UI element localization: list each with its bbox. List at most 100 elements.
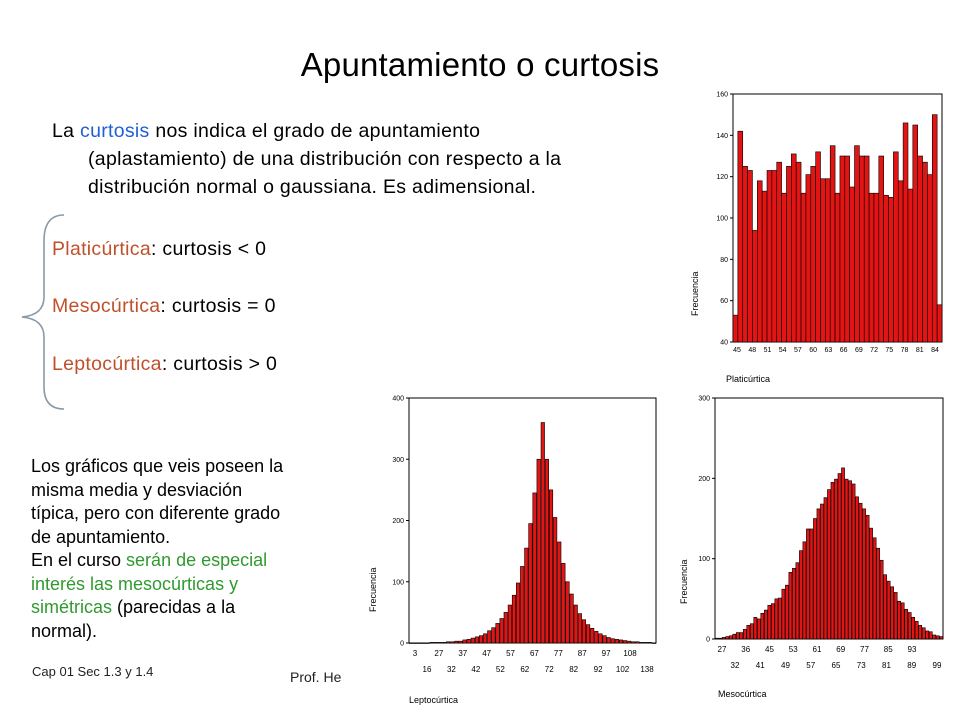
x-tick-label: 3 <box>413 649 418 658</box>
histogram-bar <box>714 637 719 640</box>
x-axis-label: Platicúrtica <box>726 374 770 384</box>
histogram-bar <box>516 582 521 644</box>
histogram-bar <box>886 580 891 640</box>
note-text: Los gráficos que veis poseen la misma me… <box>31 455 351 643</box>
note-line: En el curso serán de especial <box>31 549 351 573</box>
histogram-bar <box>454 640 459 644</box>
histogram-bar <box>863 155 870 343</box>
histogram-bar <box>776 161 782 343</box>
histogram-bar <box>781 192 787 343</box>
type-name: Mesocúrtica <box>52 295 161 317</box>
histogram-bar <box>503 612 508 644</box>
histogram-bar <box>474 636 479 644</box>
x-tick-label: 85 <box>884 645 893 654</box>
histogram-bar <box>524 547 529 644</box>
plot-frame <box>408 397 657 644</box>
x-tick-label: 99 <box>933 661 942 670</box>
histogram-bar <box>792 568 796 640</box>
histogram-bar <box>732 314 739 343</box>
histogram-bar <box>795 562 800 640</box>
type-name: Platicúrtica <box>52 238 151 260</box>
histogram-bar <box>830 482 835 640</box>
histogram-bar <box>802 541 807 640</box>
histogram-bar <box>764 609 768 640</box>
histogram-bar <box>598 633 603 644</box>
histogram-bar <box>805 174 812 343</box>
y-tick-label: 300 <box>392 457 404 464</box>
histogram-bar <box>932 634 937 640</box>
x-tick-label: 73 <box>857 661 866 670</box>
histogram-bar <box>602 635 607 644</box>
note-line: Los gráficos que veis poseen la <box>31 456 284 476</box>
x-tick-label: 84 <box>931 347 939 354</box>
x-tick-label: 61 <box>813 645 822 654</box>
histogram-bar <box>939 636 944 640</box>
histogram-bar <box>907 188 914 343</box>
histogram-bar <box>774 598 779 640</box>
x-tick-label: 69 <box>836 645 845 654</box>
type-mesocurtica: Mesocúrtica: curtosis = 0 <box>52 295 276 318</box>
histogram-bar <box>470 637 475 644</box>
histogram-bar <box>879 559 884 640</box>
note-line5-b: serán de especial <box>126 550 268 570</box>
histogram-bar <box>413 642 418 644</box>
x-tick-label: 93 <box>908 645 917 654</box>
histogram-bar <box>437 642 442 644</box>
histogram-bar <box>816 508 821 640</box>
x-tick-label: 60 <box>809 347 817 354</box>
histogram-bar <box>859 155 865 343</box>
x-tick-label: 97 <box>602 649 611 658</box>
x-tick-label: 92 <box>594 665 603 674</box>
histogram-bar <box>902 122 909 343</box>
note-line7-a: simétricas <box>31 597 113 617</box>
x-tick-label: 62 <box>520 665 529 674</box>
histogram-bar <box>561 563 566 644</box>
x-tick-label: 89 <box>907 661 916 670</box>
x-tick-label: 27 <box>434 649 443 658</box>
histogram-bar <box>631 641 636 644</box>
histogram-bar <box>618 639 624 644</box>
histogram-bar <box>854 145 860 343</box>
histogram-bar <box>839 155 846 343</box>
note-line5-a: En el curso <box>31 550 127 570</box>
histogram-bar <box>844 155 850 343</box>
histogram-bar <box>911 617 916 640</box>
histogram-bar <box>858 502 863 640</box>
histogram-bar <box>433 642 438 644</box>
x-tick-label: 32 <box>731 661 740 670</box>
note-line: de apuntamiento. <box>31 526 171 547</box>
histogram-bar <box>742 629 747 640</box>
x-tick-label: 27 <box>718 645 727 654</box>
y-tick-label: 120 <box>716 174 728 181</box>
y-tick-label: 0 <box>706 637 710 644</box>
histogram-bar <box>820 503 824 640</box>
y-axis-label: Frecuencia <box>679 559 689 604</box>
histogram-bar <box>829 145 836 343</box>
histogram-bar <box>781 588 786 640</box>
histogram-bar <box>893 151 899 343</box>
histogram-bar <box>446 641 451 644</box>
histogram-bar <box>742 166 748 343</box>
histogram-bar <box>785 584 789 640</box>
histogram-bar <box>462 639 467 644</box>
histogram-bar <box>928 631 933 640</box>
histogram-bar <box>921 627 926 640</box>
histogram-bar <box>747 170 753 343</box>
histogram-bar <box>466 639 471 644</box>
x-tick-label: 72 <box>545 665 554 674</box>
histogram-bar <box>917 155 923 343</box>
histogram-bar <box>872 537 877 640</box>
para-term: curtosis <box>80 120 150 142</box>
x-tick-label: 52 <box>496 665 505 674</box>
x-tick-label: 53 <box>789 645 798 654</box>
curly-brace <box>21 214 65 410</box>
histogram-bar <box>888 197 894 343</box>
histogram-bar <box>795 161 802 343</box>
x-tick-label: 41 <box>756 661 765 670</box>
histogram-bar <box>495 623 500 644</box>
x-tick-label: 81 <box>916 347 924 354</box>
histogram-bar <box>883 194 889 343</box>
slide-title: Apuntamiento o curtosis <box>300 46 660 83</box>
histogram-bar <box>752 230 758 343</box>
histogram-bar <box>458 640 463 644</box>
